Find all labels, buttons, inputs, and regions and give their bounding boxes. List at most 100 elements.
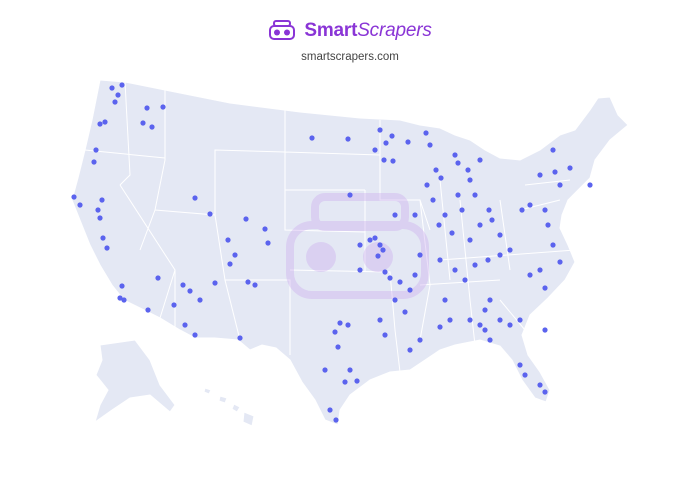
- location-dot: [467, 177, 473, 183]
- hawaii: [203, 387, 255, 427]
- location-dot: [455, 160, 461, 166]
- location-dot: [383, 140, 389, 146]
- location-dot: [117, 295, 123, 301]
- location-dot: [550, 242, 556, 248]
- location-dot: [407, 347, 413, 353]
- location-dot: [392, 297, 398, 303]
- location-dot: [375, 253, 381, 259]
- location-dot: [467, 237, 473, 243]
- location-dot: [333, 417, 339, 423]
- location-dot: [550, 147, 556, 153]
- location-dot: [265, 240, 271, 246]
- location-dot: [507, 322, 513, 328]
- brand-logo: [269, 20, 296, 40]
- location-dot: [207, 211, 213, 217]
- location-dot: [337, 320, 343, 326]
- location-dot: [436, 222, 442, 228]
- location-dot: [144, 105, 150, 111]
- location-dot: [97, 215, 103, 221]
- location-dot: [212, 280, 218, 286]
- location-dot: [387, 275, 393, 281]
- location-dot: [552, 169, 558, 175]
- location-dot: [262, 226, 268, 232]
- location-dot: [309, 135, 315, 141]
- location-dot: [109, 85, 115, 91]
- location-dot: [427, 142, 433, 148]
- location-dot: [507, 247, 513, 253]
- location-dot: [424, 182, 430, 188]
- location-dot: [332, 329, 338, 335]
- location-dot: [537, 172, 543, 178]
- location-dot: [112, 99, 118, 105]
- location-dot: [392, 212, 398, 218]
- location-dot: [145, 307, 151, 313]
- alaska: [94, 339, 176, 424]
- location-dot: [354, 378, 360, 384]
- location-dot: [477, 322, 483, 328]
- location-dot: [542, 327, 548, 333]
- location-dot: [489, 217, 495, 223]
- location-dot: [243, 216, 249, 222]
- location-dot: [93, 147, 99, 153]
- location-dot: [542, 207, 548, 213]
- location-dot: [377, 242, 383, 248]
- location-dot: [402, 309, 408, 315]
- location-dot: [381, 157, 387, 163]
- location-dot: [417, 252, 423, 258]
- location-dot: [372, 235, 378, 241]
- location-dot: [449, 230, 455, 236]
- location-dot: [171, 302, 177, 308]
- location-dot: [587, 182, 593, 188]
- location-dot: [357, 267, 363, 273]
- location-dot: [542, 285, 548, 291]
- location-dot: [197, 297, 203, 303]
- location-dot: [187, 288, 193, 294]
- location-dot: [486, 207, 492, 213]
- location-dot: [237, 335, 243, 341]
- location-dot: [245, 279, 251, 285]
- location-dots: [71, 82, 593, 423]
- location-dot: [557, 259, 563, 265]
- location-dot: [417, 337, 423, 343]
- location-dot: [119, 82, 125, 88]
- location-dot: [377, 127, 383, 133]
- location-dot: [357, 242, 363, 248]
- location-dot: [537, 267, 543, 273]
- brand: SmartScrapers: [0, 20, 700, 42]
- location-dot: [77, 202, 83, 208]
- location-dot: [149, 124, 155, 130]
- location-dot: [527, 202, 533, 208]
- brand-bold: Smart: [304, 20, 358, 41]
- location-dot: [487, 297, 493, 303]
- location-dot: [542, 389, 548, 395]
- location-dot: [482, 327, 488, 333]
- location-dot: [452, 152, 458, 158]
- location-dot: [119, 283, 125, 289]
- location-dot: [180, 282, 186, 288]
- location-dot: [102, 119, 108, 125]
- location-dot: [442, 297, 448, 303]
- location-dot: [327, 407, 333, 413]
- location-dot: [225, 237, 231, 243]
- location-dot: [71, 194, 77, 200]
- brand-name: SmartScrapers: [304, 20, 431, 42]
- brand-url: smartscrapers.com: [301, 51, 399, 63]
- location-dot: [335, 344, 341, 350]
- location-dot: [459, 207, 465, 213]
- location-dot: [367, 237, 373, 243]
- location-dot: [140, 120, 146, 126]
- location-dot: [482, 307, 488, 313]
- location-dot: [567, 165, 573, 171]
- location-dot: [91, 159, 97, 165]
- brand-italic: Scrapers: [357, 20, 432, 41]
- state-borders: [84, 81, 576, 373]
- location-dot: [115, 92, 121, 98]
- location-dot: [100, 235, 106, 241]
- location-dot: [442, 212, 448, 218]
- location-dot: [447, 317, 453, 323]
- location-dot: [182, 322, 188, 328]
- location-dot: [497, 252, 503, 258]
- location-dot: [232, 252, 238, 258]
- location-dot: [497, 232, 503, 238]
